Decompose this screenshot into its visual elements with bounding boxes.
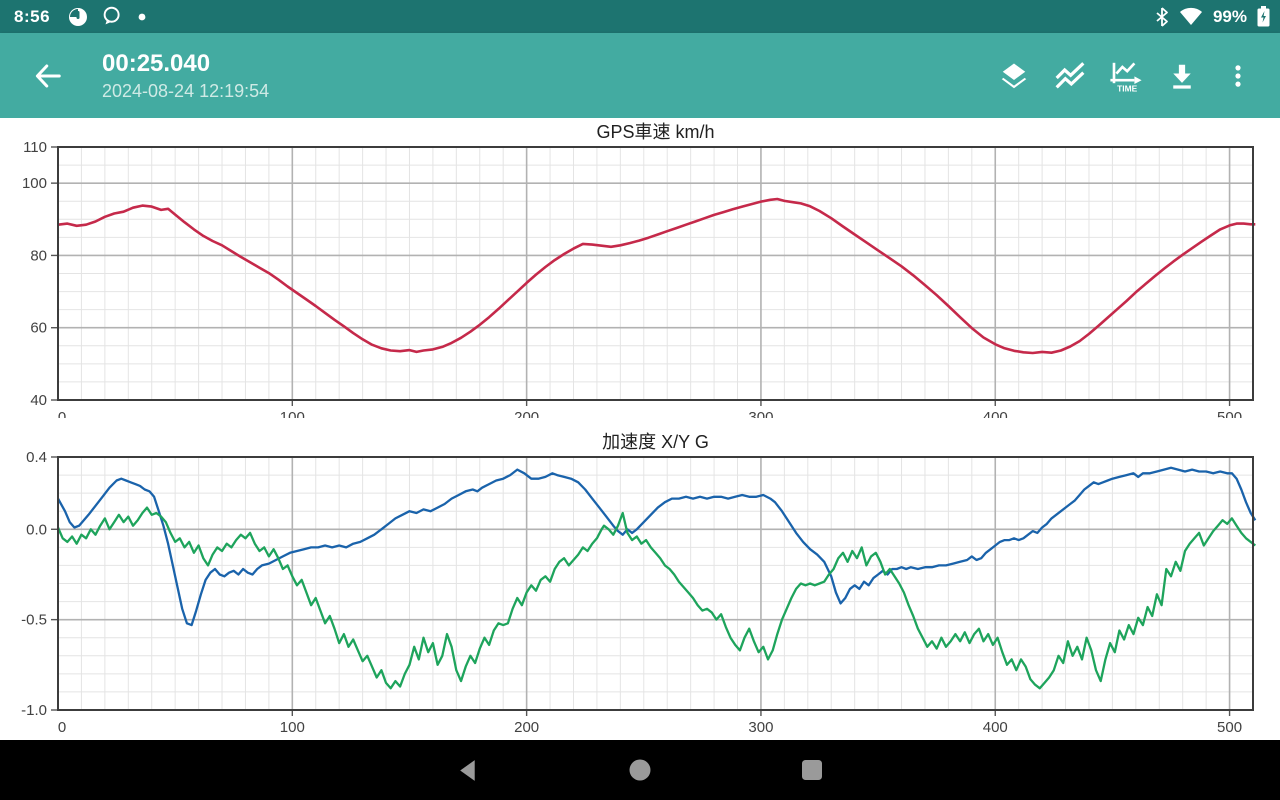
speed-chart[interactable]: GPS車速 km/h 40 60 80 100 110 0 100 200 300 400 500 bbox=[0, 118, 1280, 418]
time-chart-icon: TIME bbox=[1110, 62, 1142, 93]
battery-charging-icon bbox=[1257, 6, 1270, 27]
y-tick-label: -0.5 bbox=[21, 612, 47, 629]
series-accel-x-g bbox=[56, 466, 1257, 627]
x-tick-label: 100 bbox=[280, 719, 305, 736]
arrow-left-icon bbox=[35, 64, 61, 87]
chart-title: GPS車速 km/h bbox=[596, 122, 714, 142]
back-button[interactable] bbox=[20, 48, 76, 104]
x-tick-label: 200 bbox=[514, 409, 539, 418]
x-tick-label: 100 bbox=[280, 409, 305, 418]
chat-bubble-icon bbox=[103, 6, 120, 25]
x-tick-label: 400 bbox=[983, 719, 1008, 736]
y-tick-label: 80 bbox=[30, 247, 47, 264]
download-icon bbox=[1173, 64, 1191, 89]
series-accel-y-g bbox=[56, 506, 1257, 690]
notification-dot bbox=[138, 13, 146, 20]
x-tick-label: 500 bbox=[1217, 719, 1242, 736]
y-tick-label: 0.4 bbox=[26, 449, 47, 466]
y-tick-label: 0.0 bbox=[26, 521, 47, 538]
layers-icon bbox=[1001, 63, 1027, 88]
lap-time-title: 00:25.040 bbox=[102, 49, 211, 77]
line-chart-button[interactable] bbox=[1042, 48, 1098, 104]
overflow-menu-button[interactable] bbox=[1210, 48, 1266, 104]
app-bar-actions: TIME bbox=[986, 48, 1266, 104]
x-tick-label: 300 bbox=[748, 409, 773, 418]
layers-button[interactable] bbox=[986, 48, 1042, 104]
time-chart-button[interactable]: TIME bbox=[1098, 48, 1154, 104]
nav-recents-button[interactable] bbox=[752, 740, 872, 800]
acceleration-chart[interactable]: 加速度 X/Y G -1.0 -0.5 0.0 0.4 0 100 200 300 400 500 bbox=[0, 428, 1280, 740]
app-notification-icon bbox=[69, 7, 88, 26]
x-tick-label: 200 bbox=[514, 719, 539, 736]
chart-panel: GPS車速 km/h 40 60 80 100 110 0 100 200 300 400 500 加… bbox=[0, 118, 1280, 740]
nav-back-button[interactable] bbox=[408, 740, 528, 800]
battery-percent: 99% bbox=[1212, 6, 1247, 26]
app-bar: 00:25.040 2024-08-24 12:19:54 TIME bbox=[0, 33, 1280, 118]
x-tick-label: 0 bbox=[58, 719, 66, 736]
more-vert-icon bbox=[1235, 64, 1241, 87]
x-tick-label: 0 bbox=[58, 409, 66, 418]
series-gps-speed-km/h bbox=[57, 197, 1256, 355]
session-datetime: 2024-08-24 12:19:54 bbox=[102, 80, 270, 101]
y-tick-label: 110 bbox=[23, 139, 47, 156]
x-tick-label: 400 bbox=[983, 409, 1008, 418]
nav-home-button[interactable] bbox=[580, 740, 700, 800]
x-tick-label: 500 bbox=[1217, 409, 1242, 418]
x-tick-label: 300 bbox=[748, 719, 773, 736]
y-tick-label: 100 bbox=[22, 175, 47, 192]
y-tick-label: -1.0 bbox=[21, 702, 47, 719]
nav-recents-icon bbox=[802, 760, 822, 780]
status-clock: 8:56 bbox=[14, 6, 51, 26]
nav-home-icon bbox=[629, 759, 651, 781]
android-nav-bar bbox=[0, 740, 1280, 800]
line-chart-icon bbox=[1055, 61, 1085, 88]
bluetooth-icon bbox=[1156, 6, 1168, 27]
svg-text:TIME: TIME bbox=[1117, 83, 1137, 93]
nav-back-icon bbox=[459, 759, 475, 781]
chart-title: 加速度 X/Y G bbox=[602, 432, 709, 452]
wifi-icon bbox=[1179, 7, 1202, 25]
download-button[interactable] bbox=[1154, 48, 1210, 104]
status-bar: 8:56 99% bbox=[0, 0, 1280, 33]
y-tick-label: 60 bbox=[30, 320, 47, 337]
y-tick-label: 40 bbox=[30, 392, 47, 409]
